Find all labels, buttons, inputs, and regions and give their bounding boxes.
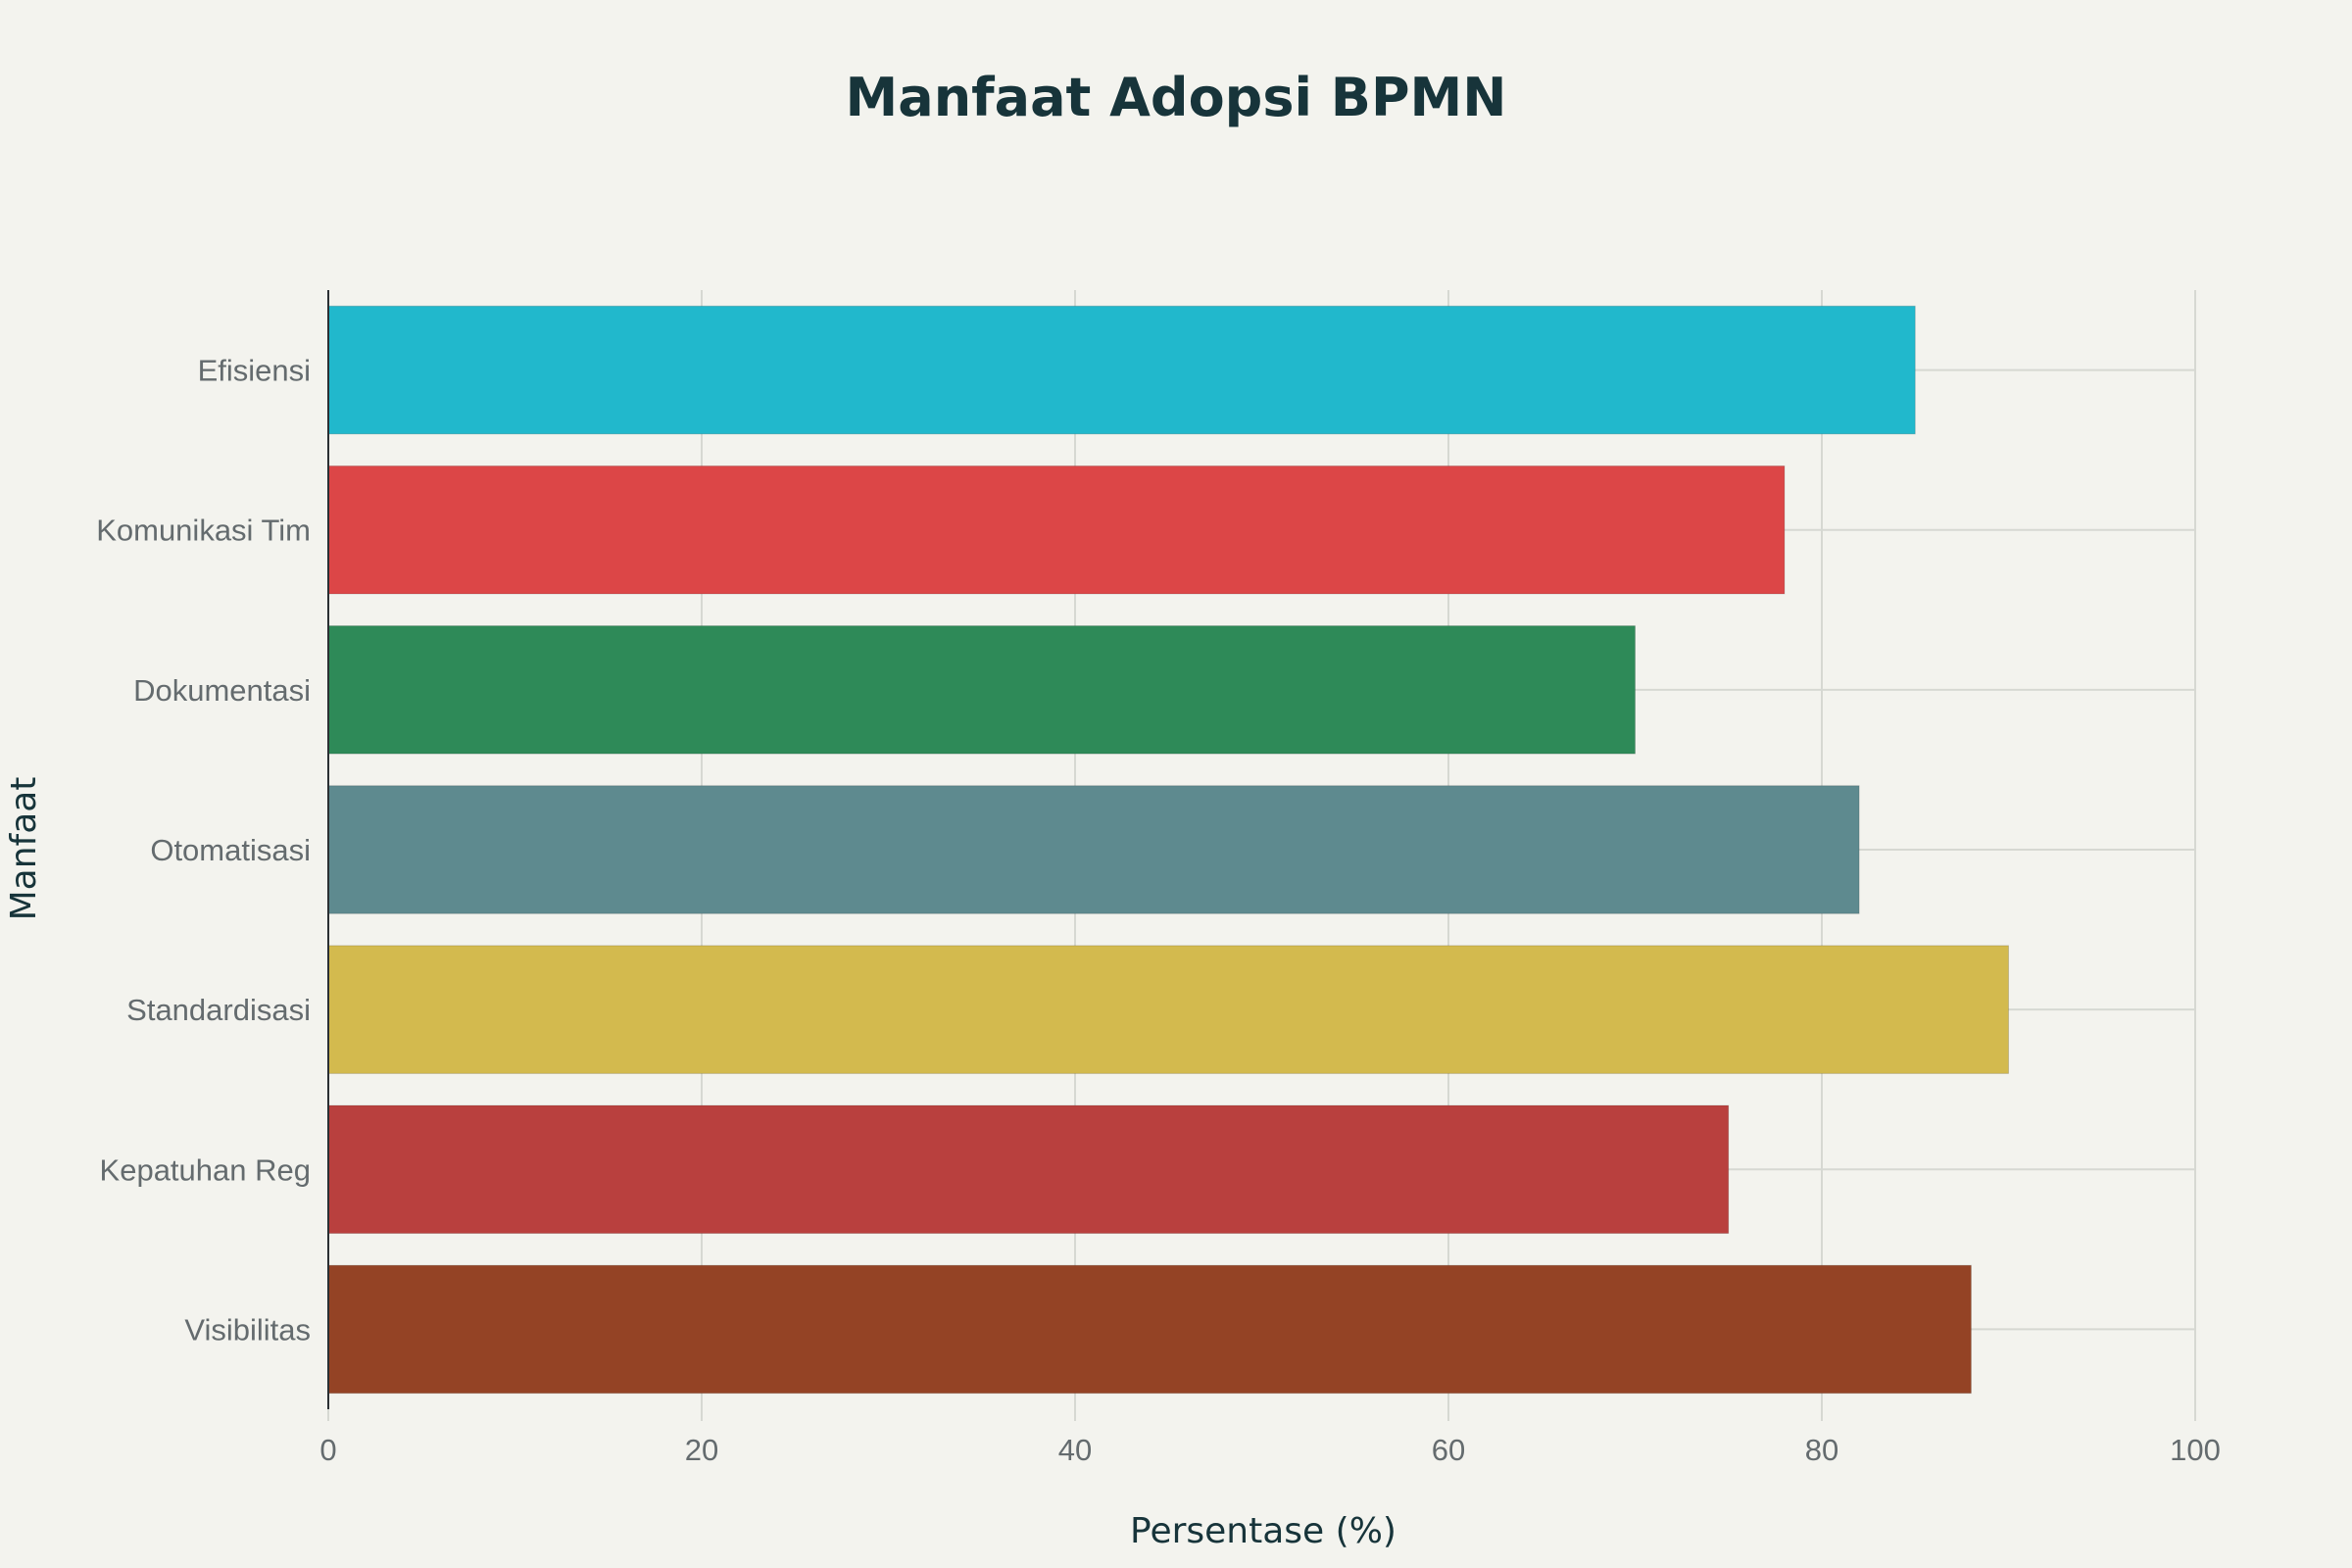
bar	[327, 625, 1636, 755]
chart-title: Manfaat Adopsi BPMN	[846, 67, 1507, 128]
x-tick-label: 20	[685, 1433, 718, 1467]
x-tick-labels: 0 20 40 60 80 100	[319, 1433, 2220, 1467]
x-axis-title: Persentase (%)	[1130, 1511, 1396, 1551]
x-tick-label: 100	[2170, 1433, 2221, 1467]
y-tick-label: Dokumentasi	[133, 673, 311, 708]
bar	[327, 785, 1860, 914]
x-tick-label: 80	[1805, 1433, 1838, 1467]
y-tick-label: Kepatuhan Reg	[100, 1152, 311, 1187]
y-tick-label: Komunikasi Tim	[96, 514, 311, 548]
y-axis-title: Manfaat	[4, 777, 44, 921]
x-tick-label: 0	[319, 1433, 336, 1467]
bar	[327, 305, 1916, 435]
x-tick-label: 40	[1058, 1433, 1092, 1467]
axis-layer	[327, 290, 2196, 1421]
y-tick-label: Otomatisasi	[150, 833, 311, 867]
bar-layer	[327, 305, 2009, 1395]
y-tick-label: Efisiensi	[198, 354, 311, 388]
bar	[327, 945, 2009, 1074]
bar	[327, 1104, 1730, 1235]
x-tick-label: 60	[1432, 1433, 1465, 1467]
y-tick-labels: Efisiensi Komunikasi Tim Dokumentasi Otomat…	[96, 354, 311, 1348]
y-tick-label: Visibilitas	[184, 1312, 311, 1347]
y-tick-label: Standardisasi	[126, 993, 311, 1027]
bar	[327, 465, 1786, 595]
bar	[327, 1264, 1972, 1395]
